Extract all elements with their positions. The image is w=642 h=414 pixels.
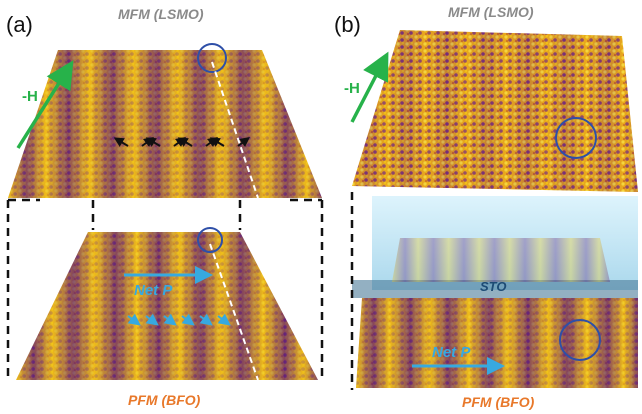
panel-a-mfm-surface	[8, 50, 322, 198]
panel-b-pfm-surface	[356, 298, 638, 388]
panel-a-field-arrow	[16, 60, 74, 149]
panel-b-bottom-caption: PFM (BFO)	[462, 394, 535, 410]
panel-a-bottom-dashed-line	[209, 243, 259, 381]
panel-b-top-marker-circle	[555, 117, 597, 159]
panel-b-field-label: -H	[344, 80, 360, 97]
panel-b-sto-label: STO	[480, 279, 507, 294]
panel-a-magnetic-arrows	[113, 137, 250, 147]
panel-b-field-arrow	[350, 51, 389, 123]
panel-b-label: (b)	[334, 12, 361, 37]
panel-a-top-marker-circle	[197, 43, 227, 73]
panel-a-bottom-marker-circle	[197, 227, 223, 253]
panel-a-polarization-arrows	[127, 313, 231, 326]
panel-b-sto-edge	[352, 280, 638, 298]
panel-b-net-p-label: Net P	[432, 344, 471, 361]
panel-b-mfm-surface	[352, 30, 638, 192]
panel-b-bottom-marker-circle	[559, 319, 601, 361]
panel-b-top-caption: MFM (LSMO)	[448, 4, 534, 20]
panel-b-pfm-ghost	[392, 238, 610, 282]
panel-a-field-label: -H	[22, 88, 38, 105]
panel-a-label: (a)	[6, 12, 33, 37]
panel-a-bottom-caption: PFM (BFO)	[128, 392, 201, 408]
panel-a-top-dashed-line	[211, 61, 259, 199]
panel-a-pfm-surface	[16, 232, 318, 380]
panel-a-net-p-label: Net P	[134, 282, 173, 299]
panel-a-top-caption: MFM (LSMO)	[118, 6, 204, 22]
panel-a-projection-lines	[6, 198, 324, 380]
